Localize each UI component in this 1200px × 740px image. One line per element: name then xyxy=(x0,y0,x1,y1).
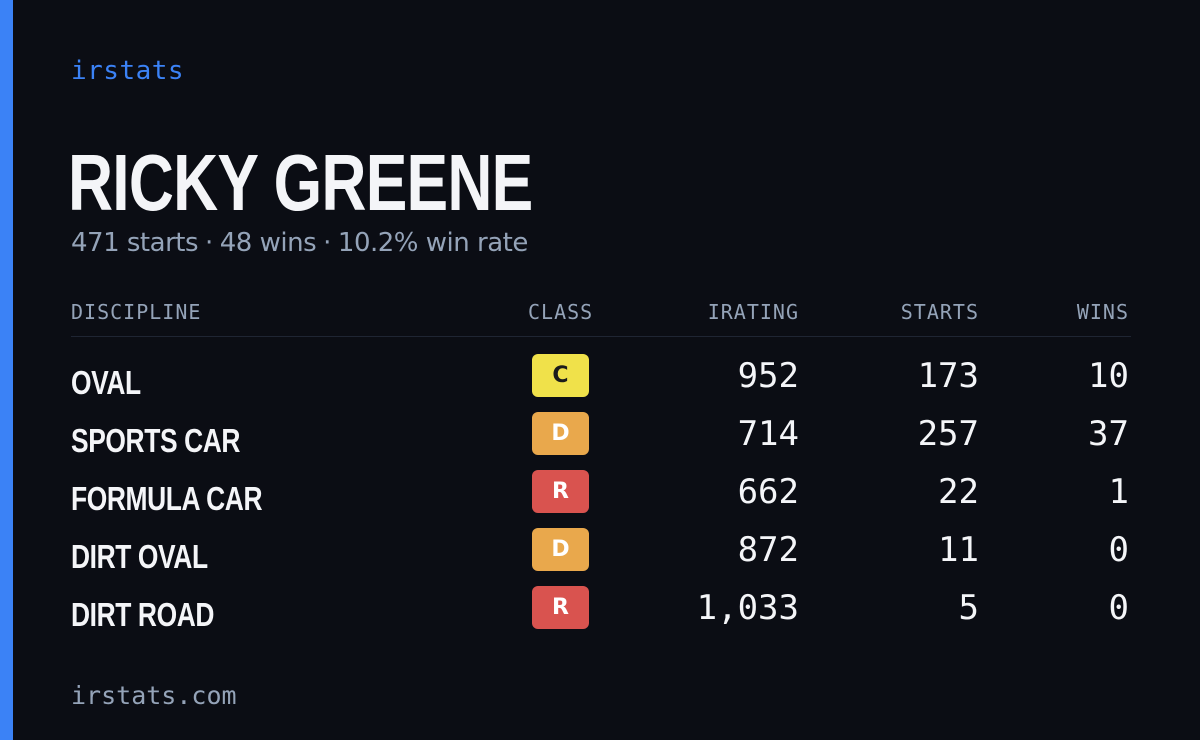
wins-cell: 10 xyxy=(1088,356,1129,396)
header-discipline: DISCIPLINE xyxy=(71,300,202,324)
table-body: OVAL C 952 173 10 SPORTS CAR D 714 257 3… xyxy=(71,354,1131,644)
wins-cell: 1 xyxy=(1108,472,1129,512)
starts-cell: 22 xyxy=(938,472,979,512)
header-wins: WINS xyxy=(1076,300,1129,324)
accent-bar xyxy=(0,0,13,740)
wins-cell: 0 xyxy=(1108,530,1129,570)
table-row: SPORTS CAR D 714 257 37 xyxy=(71,412,1131,470)
separator: · xyxy=(323,228,331,258)
discipline-cell: DIRT OVAL xyxy=(71,538,208,575)
starts-cell: 173 xyxy=(917,356,979,396)
stats-table: DISCIPLINE CLASS IRATING STARTS WINS OVA… xyxy=(71,298,1131,644)
separator: · xyxy=(205,228,213,258)
discipline-cell: SPORTS CAR xyxy=(71,422,241,459)
starts-cell: 11 xyxy=(938,530,979,570)
class-badge: R xyxy=(532,586,589,629)
footer-url[interactable]: irstats.com xyxy=(71,681,237,710)
table-row: FORMULA CAR R 662 22 1 xyxy=(71,470,1131,528)
discipline-cell: OVAL xyxy=(71,364,141,401)
irating-cell: 662 xyxy=(737,472,799,512)
table-row: OVAL C 952 173 10 xyxy=(71,354,1131,412)
irating-cell: 714 xyxy=(737,414,799,454)
table-row: DIRT OVAL D 872 11 0 xyxy=(71,528,1131,586)
class-badge: C xyxy=(532,354,589,397)
wins-cell: 0 xyxy=(1108,588,1129,628)
header-irating: IRATING xyxy=(707,300,799,324)
winrate-summary: 10.2% win rate xyxy=(337,228,528,258)
discipline-cell: DIRT ROAD xyxy=(71,596,215,633)
starts-cell: 257 xyxy=(917,414,979,454)
header-starts: STARTS xyxy=(900,300,979,324)
wins-summary: 48 wins xyxy=(219,228,317,258)
brand-logo[interactable]: irstats xyxy=(71,56,185,86)
starts-summary: 471 starts xyxy=(71,228,199,258)
wins-cell: 37 xyxy=(1088,414,1129,454)
table-header: DISCIPLINE CLASS IRATING STARTS WINS xyxy=(71,298,1131,337)
driver-summary: 471 starts · 48 wins · 10.2% win rate xyxy=(71,228,528,258)
driver-name: RICKY GREENE xyxy=(68,138,533,227)
class-badge: R xyxy=(532,470,589,513)
class-badge: D xyxy=(532,528,589,571)
irating-cell: 952 xyxy=(737,356,799,396)
irating-cell: 872 xyxy=(737,530,799,570)
header-class: CLASS xyxy=(528,300,594,324)
irating-cell: 1,033 xyxy=(696,588,799,628)
starts-cell: 5 xyxy=(958,588,979,628)
class-badge: D xyxy=(532,412,589,455)
discipline-cell: FORMULA CAR xyxy=(71,480,263,517)
table-row: DIRT ROAD R 1,033 5 0 xyxy=(71,586,1131,644)
